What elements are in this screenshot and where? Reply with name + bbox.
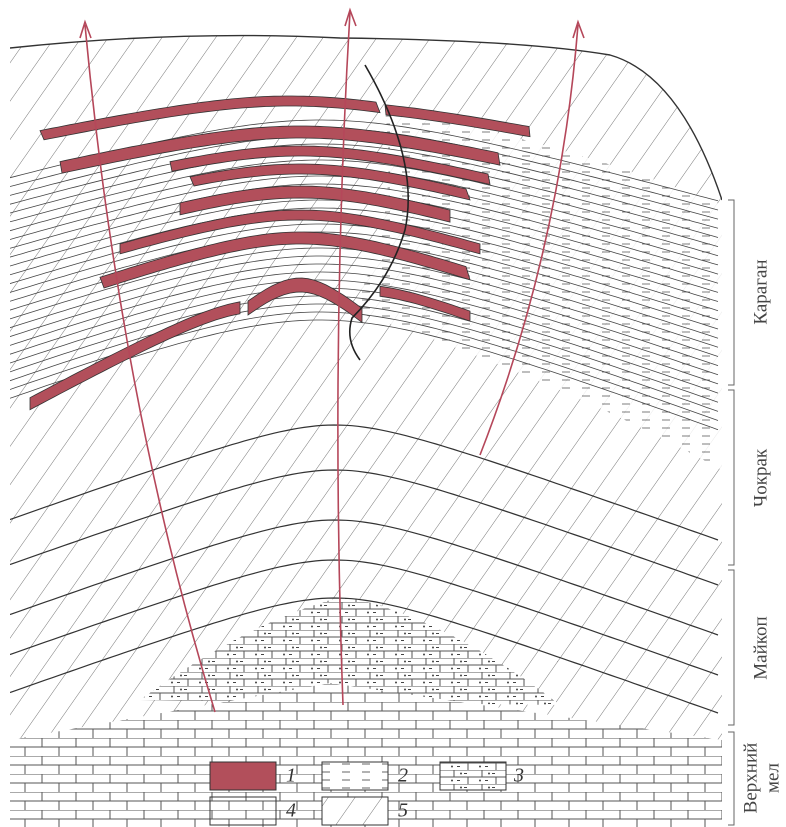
legend-swatch bbox=[210, 797, 276, 825]
legend-label: 1 bbox=[286, 765, 296, 787]
section-body bbox=[10, 36, 722, 827]
formation-label: Караган bbox=[750, 259, 771, 324]
formation-label: Верхний bbox=[740, 743, 761, 814]
arrowhead bbox=[80, 10, 584, 38]
legend-label: 3 bbox=[513, 765, 524, 787]
geologic-section: Караган Чокрак Майкоп Верхний мел 1 2 3 … bbox=[0, 0, 786, 827]
legend-label: 2 bbox=[398, 765, 408, 787]
legend-swatch bbox=[210, 762, 276, 790]
legend-label: 5 bbox=[398, 800, 408, 822]
formation-label: мел bbox=[762, 763, 783, 793]
legend-swatch bbox=[322, 797, 388, 825]
formation-brackets bbox=[728, 200, 734, 825]
formation-label: Чокрак bbox=[750, 448, 771, 507]
legend-swatch bbox=[322, 762, 388, 790]
legend-label: 4 bbox=[286, 800, 296, 822]
formation-label: Майкоп bbox=[750, 616, 771, 679]
legend-swatch bbox=[440, 762, 506, 790]
